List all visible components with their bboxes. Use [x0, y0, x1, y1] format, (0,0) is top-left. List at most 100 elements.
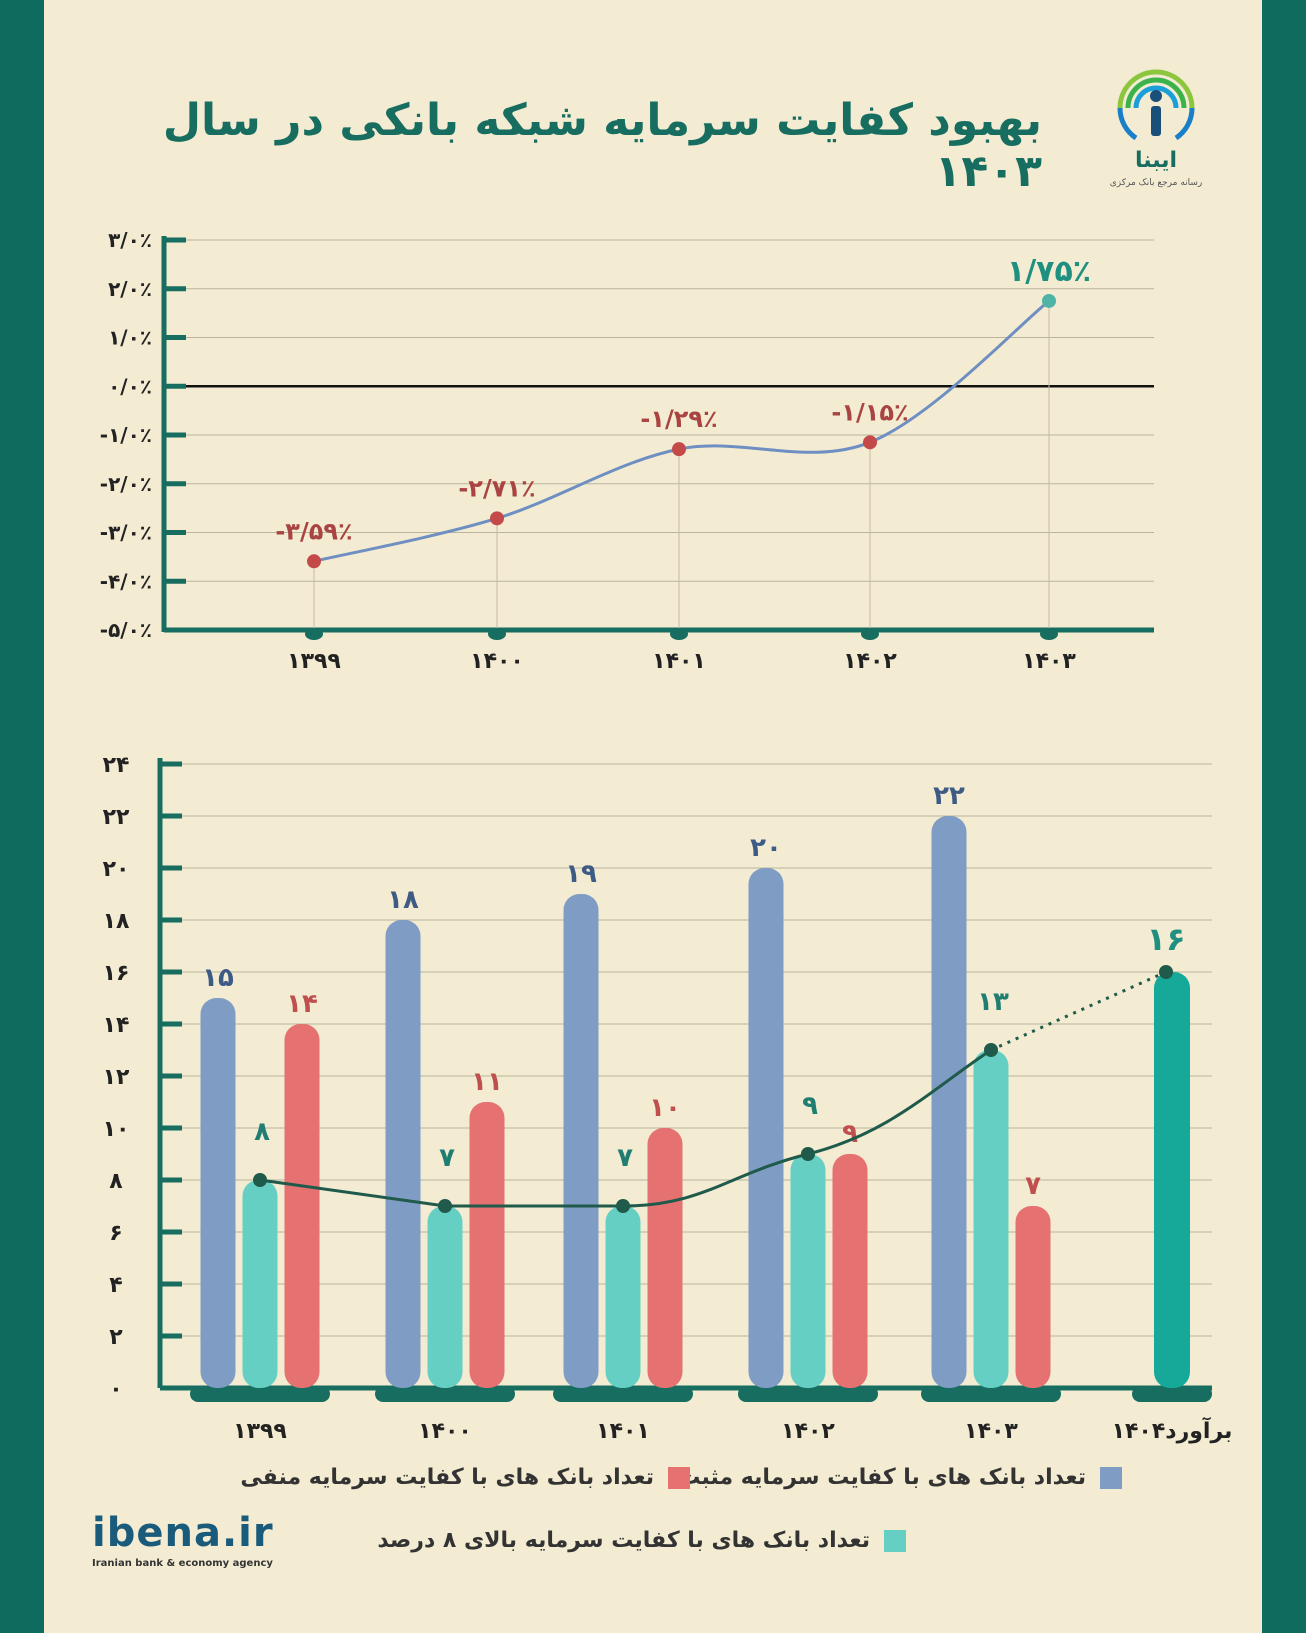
bar-label: ۱۶ [1146, 920, 1185, 958]
legend-swatch-negative [668, 1467, 690, 1489]
bar [832, 1154, 868, 1388]
y-tick-label: ۰/۰٪ [108, 374, 152, 398]
x-tick-mark [670, 628, 688, 640]
data-point [672, 442, 686, 457]
legend-label-negative: تعداد بانک های با کفایت سرمایه منفی [240, 1465, 654, 1490]
bar-label: ۹ [802, 1091, 818, 1121]
page-title: بهبود کفایت سرمایه شبکه بانکی در سال ۱۴۰… [162, 95, 1042, 197]
y-tick-label: -۱/۰٪ [100, 423, 152, 447]
infographic-card: بهبود کفایت سرمایه شبکه بانکی در سال ۱۴۰… [44, 0, 1262, 1633]
x-tick-bar [190, 1386, 330, 1402]
y-tick-label: ۰ [109, 1377, 122, 1402]
x-tick-bar [553, 1386, 693, 1402]
bar [242, 1180, 278, 1388]
y-tick-label: ۸ [109, 1169, 123, 1194]
x-tick-label: ۱۴۰۱ [652, 649, 706, 674]
bar-label: ۱۸ [387, 885, 419, 915]
x-tick-bar [921, 1386, 1061, 1402]
data-point [863, 435, 877, 450]
trend-point [984, 1043, 998, 1057]
bar-label: ۱۵ [202, 963, 234, 993]
bar [469, 1102, 505, 1388]
x-tick-label: ۱۴۰۳ [964, 1419, 1018, 1444]
y-tick-label: ۲۲ [103, 805, 130, 830]
legend-negative: تعداد بانک های با کفایت سرمایه منفی [240, 1465, 690, 1490]
legend-label-above8: تعداد بانک های با کفایت سرمایه بالای ۸ د… [377, 1528, 870, 1553]
y-tick-label: ۱۴ [103, 1013, 130, 1038]
bar-label: ۱۴ [286, 989, 318, 1019]
bar-label: ۸ [254, 1117, 270, 1147]
legend-swatch-above8 [884, 1530, 906, 1552]
data-label: -۲/۷۱٪ [458, 474, 535, 502]
bar-label: ۷ [617, 1143, 633, 1173]
x-tick-label: ۱۴۰۰ [418, 1419, 472, 1444]
x-tick-mark [488, 628, 506, 640]
bar [284, 1024, 320, 1388]
y-tick-label: -۳/۰٪ [100, 521, 152, 545]
y-tick-label: ۲ [109, 1325, 123, 1350]
ibena-logo: ایبنا رسانه مرجع بانک مرکزی [1106, 52, 1206, 200]
bar [790, 1154, 826, 1388]
y-tick-label: ۲/۰٪ [108, 277, 152, 301]
y-tick-label: ۱۰ [103, 1117, 130, 1142]
brand-subtitle: Iranian bank & economy agency [92, 1558, 273, 1569]
bar-label: ۱۳ [977, 987, 1009, 1017]
x-tick-label: برآورد۱۴۰۴ [1112, 1416, 1233, 1444]
bar [647, 1128, 683, 1388]
bar-label: ۲۲ [933, 781, 965, 811]
x-tick-label: ۱۴۰۲ [843, 649, 897, 674]
bar-label: ۱۱ [471, 1067, 503, 1097]
y-tick-label: ۱/۰٪ [108, 326, 152, 350]
x-tick-label: ۱۴۰۰ [470, 649, 524, 674]
bar [200, 998, 236, 1388]
y-tick-label: ۴ [109, 1273, 122, 1298]
trend-forecast-line [990, 970, 1167, 1052]
x-tick-mark [305, 628, 323, 640]
x-tick-label: ۱۴۰۱ [596, 1419, 650, 1444]
bar [973, 1050, 1009, 1388]
data-label: -۱/۱۵٪ [831, 398, 908, 426]
bar-label: ۹ [842, 1119, 858, 1149]
logo-name: ایبنا [1134, 148, 1178, 173]
y-tick-label: ۲۴ [103, 753, 130, 778]
y-tick-label: -۴/۰٪ [100, 569, 152, 593]
data-point [1042, 293, 1056, 308]
y-tick-label: ۲۰ [103, 857, 130, 882]
y-tick-label: ۱۲ [103, 1065, 130, 1090]
bar [605, 1206, 641, 1388]
trend-point [801, 1147, 815, 1161]
legend-positive: تعداد بانک های با کفایت سرمایه مثبت [678, 1465, 1122, 1490]
trend-line [259, 1048, 992, 1208]
brand-name: ibena.ir [92, 1510, 274, 1556]
legend-label-positive: تعداد بانک های با کفایت سرمایه مثبت [678, 1465, 1086, 1490]
data-label: ۱/۷۵٪ [1007, 254, 1091, 289]
trend-point [616, 1199, 630, 1213]
legend-above8: تعداد بانک های با کفایت سرمایه بالای ۸ د… [377, 1528, 906, 1553]
trend-point [253, 1173, 267, 1187]
data-point [307, 554, 321, 569]
bar [931, 816, 967, 1388]
capital-adequacy-line-chart: ۳/۰٪ ۲/۰٪ ۱/۰٪ ۰/۰٪ -۱/۰٪ -۲/۰٪ -۳/۰٪ -۴/۰٪ -۵/۰… [100, 228, 1154, 674]
bar [748, 868, 784, 1388]
y-tick-label: ۶ [109, 1221, 122, 1246]
data-label: -۱/۲۹٪ [640, 405, 717, 433]
legend-swatch-positive [1100, 1467, 1122, 1489]
bar [427, 1206, 463, 1388]
trend-point [438, 1199, 452, 1213]
bar-label: ۷ [1025, 1171, 1041, 1201]
bar-label: ۱۹ [565, 859, 597, 889]
x-tick-bar [375, 1386, 515, 1402]
bar-label: ۲۰ [750, 833, 782, 863]
x-tick-label: ۱۴۰۲ [781, 1419, 835, 1444]
y-tick-label: ۳/۰٪ [108, 228, 152, 252]
y-tick-label: -۲/۰٪ [100, 472, 152, 496]
bar [385, 920, 421, 1388]
x-tick-bar [738, 1386, 878, 1402]
x-tick-label: ۱۳۹۹ [233, 1419, 287, 1444]
x-tick-mark [1040, 628, 1058, 640]
trend-point [1159, 965, 1173, 979]
y-tick-label: -۵/۰٪ [100, 618, 152, 642]
logo-subtitle: رسانه مرجع بانک مرکزی [1109, 178, 1203, 188]
data-label: -۳/۵۹٪ [275, 517, 352, 545]
brand: ibena.ir Iranian bank & economy agency [92, 1510, 274, 1569]
